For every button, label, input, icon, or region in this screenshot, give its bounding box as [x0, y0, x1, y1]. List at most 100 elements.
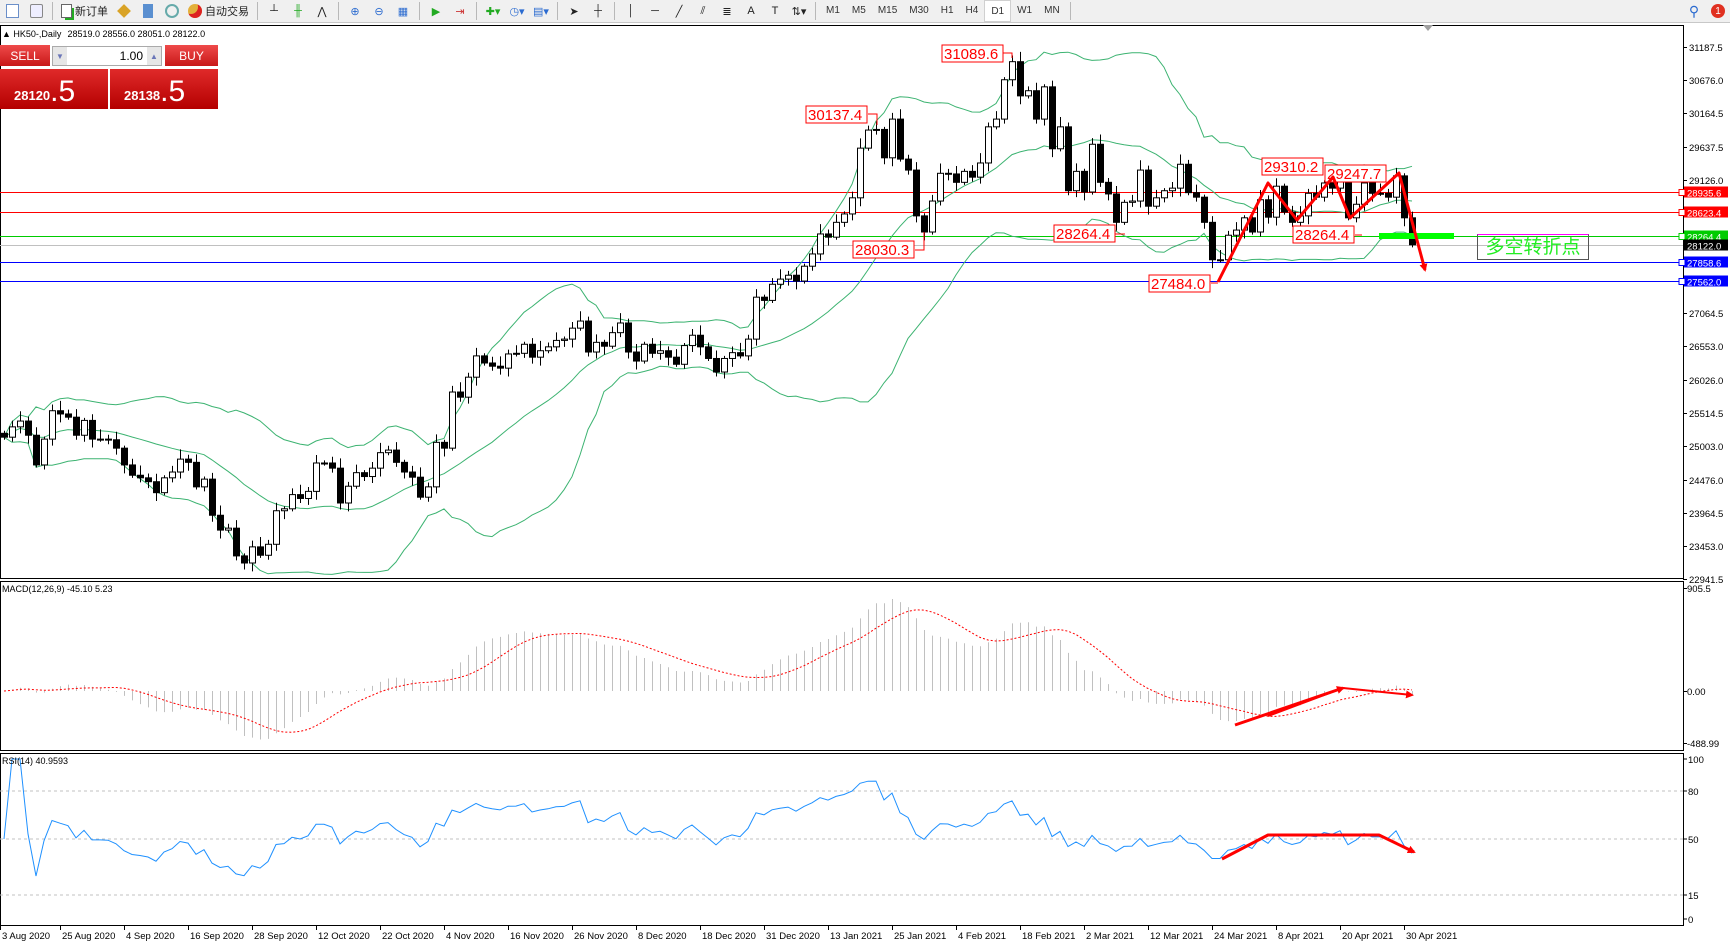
candle-body-bull	[1217, 259, 1224, 262]
lot-increase-button[interactable]: ▲	[147, 47, 161, 65]
metaeditor-icon[interactable]	[113, 1, 135, 21]
candle-body-bull	[513, 352, 520, 355]
text-label-icon[interactable]: T	[771, 5, 779, 17]
candle-body-bear	[105, 438, 112, 441]
templates-icon[interactable]: ▤▾	[533, 5, 549, 18]
candle	[337, 458, 344, 510]
notifications-button[interactable]: 1	[1707, 1, 1729, 21]
date-axis-label: 20 Apr 2021	[1342, 931, 1393, 942]
candle-body-bear	[1193, 192, 1200, 198]
timeframe-m15[interactable]: M15	[877, 4, 898, 16]
auto-trading-button[interactable]: 自动交易	[185, 1, 252, 21]
candle	[313, 454, 320, 500]
lot-decrease-button[interactable]: ▼	[53, 47, 67, 65]
price-axis-label: 25514.5	[1689, 409, 1723, 420]
cursor-icon[interactable]: ➤	[569, 5, 579, 18]
candle	[1201, 194, 1208, 229]
candle-body-bull	[689, 334, 696, 347]
candlestick-icon[interactable]: ╫	[294, 5, 302, 17]
trend-reversal-annotation[interactable]: 多空转折点	[1477, 234, 1589, 260]
candle-body-bull	[1057, 126, 1064, 150]
indicators-icon[interactable]: ✚▾	[485, 5, 501, 18]
level-handle	[1678, 189, 1686, 196]
candle	[153, 473, 160, 502]
date-axis-label: 24 Mar 2021	[1214, 931, 1267, 942]
candle	[1233, 222, 1240, 242]
candle-body-bull	[641, 343, 648, 362]
candle-body-bear	[825, 233, 832, 238]
candle	[1217, 249, 1224, 263]
price-label-text: 28264.4	[1056, 226, 1110, 243]
candle	[1, 430, 8, 440]
level-price-tag	[1684, 186, 1728, 198]
candle	[185, 454, 192, 471]
chart-shift-icon[interactable]: ⇥	[455, 5, 465, 18]
toolbar-separator	[419, 2, 420, 20]
text-icon[interactable]: A	[747, 5, 755, 17]
periods-icon[interactable]: ◷▾	[509, 5, 525, 18]
auto-trading-label: 自动交易	[205, 6, 249, 18]
timeframe-h1[interactable]: H1	[940, 4, 954, 16]
candle-body-bull	[305, 490, 312, 499]
date-axis-label: 25 Aug 2020	[62, 931, 115, 942]
line-chart-icon[interactable]: ⋀	[317, 5, 327, 18]
lot-size-input[interactable]: ▼ 1.00 ▲	[52, 46, 162, 66]
zoom-out-icon[interactable]: ⊖	[374, 5, 384, 18]
price-label-box	[805, 105, 868, 124]
timeframe-mn[interactable]: MN	[1044, 4, 1060, 16]
crosshair-icon[interactable]: ┼	[594, 5, 602, 17]
candle	[1041, 84, 1048, 126]
candle-body-bear	[953, 173, 960, 183]
sell-price-button[interactable]: 28120 .5	[0, 69, 108, 109]
trendline-icon[interactable]: ╱	[675, 5, 683, 18]
timeframe-m30[interactable]: M30	[909, 4, 929, 16]
candle-body-bull	[433, 441, 440, 488]
candle	[57, 400, 64, 423]
horizontal-line-icon[interactable]: ─	[651, 5, 659, 17]
terminal-icon[interactable]	[137, 1, 159, 21]
candle-body-bull	[977, 162, 984, 178]
candle	[161, 475, 168, 496]
candle	[473, 347, 480, 386]
candle-body-bull	[769, 283, 776, 301]
candle-body-bear	[1033, 90, 1040, 120]
candle-body-bear	[337, 467, 344, 504]
bar-chart-icon[interactable]: ┴	[270, 5, 278, 17]
fibonacci-icon[interactable]: ≣	[722, 5, 732, 18]
price-path-arrow	[1216, 171, 1428, 283]
arrows-icon[interactable]: ⇅▾	[791, 5, 807, 18]
candle-body-bear	[665, 350, 672, 358]
candle	[769, 278, 776, 303]
profiles-icon[interactable]	[25, 1, 47, 21]
price-axis-label: 24476.0	[1689, 476, 1723, 487]
candle	[281, 506, 288, 520]
auto-scroll-icon[interactable]: ▶	[431, 5, 441, 18]
candle-body-bear	[153, 481, 160, 494]
date-axis-label: 16 Sep 2020	[190, 931, 244, 942]
timeframe-h4[interactable]: H4	[965, 4, 979, 16]
signals-icon[interactable]	[161, 1, 183, 21]
candle	[537, 340, 544, 366]
vertical-line-icon[interactable]: │	[627, 5, 635, 17]
search-icon[interactable]: ⚲	[1688, 2, 1700, 19]
buy-price-button[interactable]: 28138 .5	[110, 69, 218, 109]
sell-button[interactable]: SELL	[0, 45, 50, 66]
timeframe-w1[interactable]: W1	[1017, 4, 1033, 16]
candle-body-bear	[585, 320, 592, 353]
date-axis-label: 4 Sep 2020	[126, 931, 175, 942]
new-order-button[interactable]: 新订单	[58, 1, 111, 21]
timeframe-d1[interactable]: D1	[984, 0, 1012, 22]
timeframe-m5[interactable]: M5	[851, 4, 866, 16]
candle	[217, 505, 224, 539]
candle	[393, 442, 400, 467]
buy-price-tail: .5	[160, 75, 186, 108]
tile-windows-icon[interactable]: ▦	[397, 5, 409, 18]
candle	[809, 247, 816, 271]
equidistant-channel-icon[interactable]: ⫽	[700, 4, 706, 17]
buy-button[interactable]: BUY	[165, 45, 218, 66]
timeframe-m1[interactable]: M1	[826, 4, 840, 16]
level-price-tag	[1684, 230, 1728, 242]
zoom-in-icon[interactable]: ⊕	[350, 5, 360, 18]
new-chart-icon[interactable]	[1, 1, 23, 21]
